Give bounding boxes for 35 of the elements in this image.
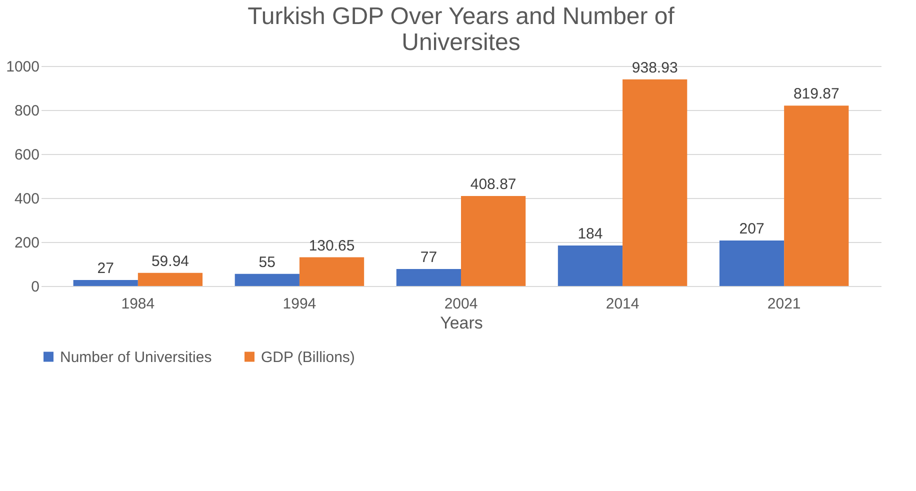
data-label: 55 <box>258 254 276 271</box>
y-tick-label: 1000 <box>6 58 40 76</box>
bar <box>234 274 300 286</box>
bar <box>461 196 526 286</box>
chart-title: Turkish GDP Over Years and Number of Universites <box>248 3 675 56</box>
x-axis-title: Years <box>440 314 483 332</box>
bar <box>784 106 849 286</box>
legend-label: GDP (Billions) <box>261 348 355 366</box>
y-tick-label: 600 <box>14 146 40 164</box>
data-label: 819.87 <box>793 86 840 103</box>
x-tick-label: 2014 <box>606 296 640 312</box>
x-tick-label: 2021 <box>767 296 801 312</box>
x-tick-label: 1994 <box>282 296 316 312</box>
bar <box>299 257 364 286</box>
legend-label: Number of Universities <box>60 348 212 366</box>
bar <box>138 272 203 286</box>
data-label: 77 <box>420 249 438 266</box>
data-label: 184 <box>578 226 603 243</box>
y-tick-label: 400 <box>14 190 40 208</box>
data-label: 27 <box>97 260 114 278</box>
x-tick-label: 1984 <box>121 296 155 312</box>
data-label: 130.65 <box>308 237 355 254</box>
y-tick-label: 800 <box>14 102 40 120</box>
bar <box>719 240 784 286</box>
bar <box>622 79 688 286</box>
data-label: 408.87 <box>470 176 516 194</box>
bar <box>73 280 138 286</box>
y-tick-label: 200 <box>14 234 40 252</box>
data-label: 207 <box>739 220 764 238</box>
data-label: 938.93 <box>632 59 678 76</box>
x-tick-label: 2004 <box>444 296 478 312</box>
y-tick-label: 0 <box>31 278 40 296</box>
bar <box>396 269 461 286</box>
bar <box>558 246 623 286</box>
data-label: 59.94 <box>151 252 190 270</box>
